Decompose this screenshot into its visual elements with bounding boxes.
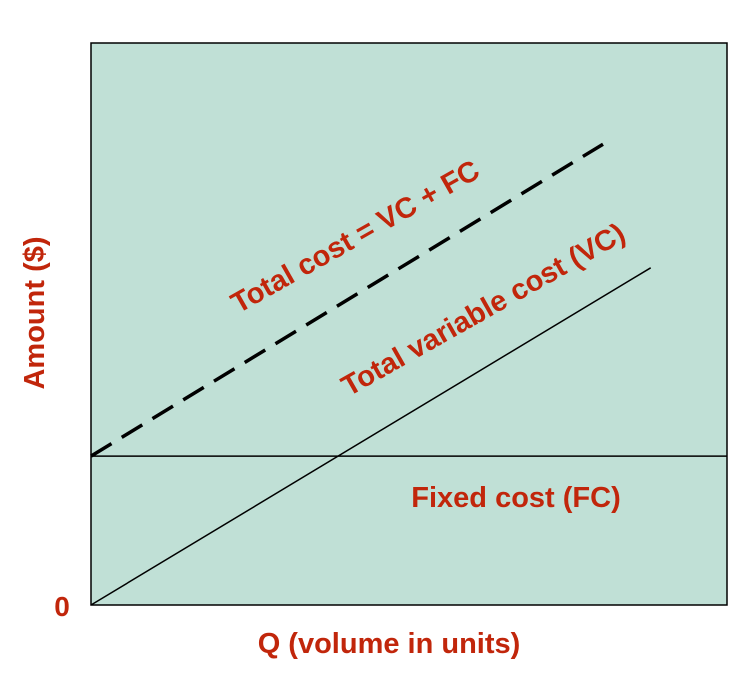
x-axis-label: Q (volume in units) <box>258 628 521 660</box>
series-line-tc <box>90 142 604 458</box>
y-axis-label: Amount ($) <box>19 236 51 389</box>
series-label-fixed-cost: Fixed cost (FC) <box>411 482 620 514</box>
plot-area <box>90 42 728 606</box>
origin-label: 0 <box>54 591 70 622</box>
series-layer <box>90 142 727 606</box>
series-line-vc <box>90 267 652 606</box>
